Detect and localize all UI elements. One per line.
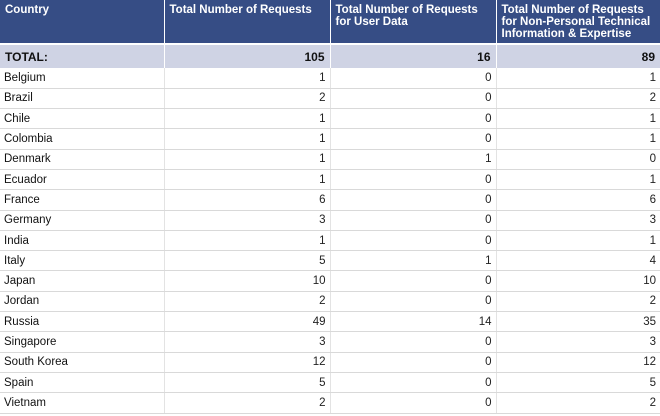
table-row: Ecuador 1 0 1 (0, 169, 660, 191)
user-data-requests-cell: 0 (330, 392, 497, 414)
technical-requests-cell: 3 (496, 331, 660, 353)
technical-requests-cell: 4 (496, 250, 660, 272)
technical-requests-cell: 1 (496, 108, 660, 130)
total-label: TOTAL: (0, 43, 165, 68)
table-row: Vietnam 2 0 2 (0, 392, 660, 414)
technical-requests-cell: 2 (496, 88, 660, 110)
table-row: Denmark 1 1 0 (0, 149, 660, 170)
total-requests-value: 105 (164, 43, 331, 68)
header-country: Country (0, 0, 165, 44)
user-data-requests-cell: 0 (330, 372, 497, 394)
total-requests-cell: 49 (164, 311, 331, 333)
total-requests-cell: 1 (164, 230, 331, 252)
user-data-requests-cell: 0 (330, 352, 497, 373)
technical-requests-cell: 1 (496, 169, 660, 191)
header-total-requests: Total Number of Requests (164, 0, 331, 44)
user-data-requests-cell: 1 (330, 250, 497, 272)
total-requests-cell: 2 (164, 291, 331, 313)
table-row: France 6 0 6 (0, 189, 660, 211)
table-row: Belgium 1 0 1 (0, 68, 660, 89)
total-requests-cell: 1 (164, 128, 331, 150)
total-requests-cell: 1 (164, 149, 331, 170)
total-row: TOTAL: 105 16 89 (0, 43, 660, 68)
total-technical-value: 89 (496, 43, 660, 68)
country-cell: France (0, 189, 165, 211)
technical-requests-cell: 12 (496, 352, 660, 373)
technical-requests-cell: 3 (496, 210, 660, 231)
technical-requests-cell: 2 (496, 291, 660, 313)
header-user-data-requests: Total Number of Requests for User Data (330, 0, 497, 44)
total-requests-cell: 1 (164, 108, 331, 130)
country-cell: Spain (0, 372, 165, 394)
country-cell: Vietnam (0, 392, 165, 414)
country-cell: Denmark (0, 149, 165, 170)
technical-requests-cell: 6 (496, 189, 660, 211)
total-requests-cell: 3 (164, 210, 331, 231)
header-technical-requests: Total Number of Requests for Non-Persona… (496, 0, 660, 44)
country-cell: Italy (0, 250, 165, 272)
user-data-requests-cell: 0 (330, 230, 497, 252)
country-cell: Germany (0, 210, 165, 231)
table-row: Japan 10 0 10 (0, 270, 660, 292)
table-header: Country Total Number of Requests Total N… (0, 0, 660, 44)
country-cell: Belgium (0, 68, 165, 89)
user-data-requests-cell: 0 (330, 331, 497, 353)
header-row: Country Total Number of Requests Total N… (0, 0, 660, 44)
user-data-requests-cell: 0 (330, 108, 497, 130)
total-user-data-value: 16 (330, 43, 497, 68)
user-data-requests-cell: 1 (330, 149, 497, 170)
user-data-requests-cell: 0 (330, 169, 497, 191)
country-cell: Chile (0, 108, 165, 130)
total-requests-cell: 5 (164, 372, 331, 394)
total-requests-cell: 1 (164, 169, 331, 191)
technical-requests-cell: 1 (496, 68, 660, 89)
table-row: Singapore 3 0 3 (0, 331, 660, 353)
table-row: Russia 49 14 35 (0, 311, 660, 333)
country-cell: South Korea (0, 352, 165, 373)
total-requests-cell: 1 (164, 68, 331, 89)
country-cell: Japan (0, 270, 165, 292)
table-row: Jordan 2 0 2 (0, 291, 660, 313)
total-requests-cell: 10 (164, 270, 331, 292)
user-data-requests-cell: 14 (330, 311, 497, 333)
total-requests-cell: 3 (164, 331, 331, 353)
technical-requests-cell: 1 (496, 230, 660, 252)
country-cell: Ecuador (0, 169, 165, 191)
technical-requests-cell: 5 (496, 372, 660, 394)
table-row: Spain 5 0 5 (0, 372, 660, 394)
country-cell: Russia (0, 311, 165, 333)
table-row: Italy 5 1 4 (0, 250, 660, 272)
table-row: Chile 1 0 1 (0, 108, 660, 130)
country-cell: India (0, 230, 165, 252)
country-cell: Brazil (0, 88, 165, 110)
user-data-requests-cell: 0 (330, 291, 497, 313)
technical-requests-cell: 1 (496, 128, 660, 150)
table-row: Colombia 1 0 1 (0, 128, 660, 150)
table-row: Germany 3 0 3 (0, 210, 660, 231)
country-cell: Colombia (0, 128, 165, 150)
table-row: Brazil 2 0 2 (0, 88, 660, 110)
country-cell: Singapore (0, 331, 165, 353)
total-requests-cell: 2 (164, 392, 331, 414)
technical-requests-cell: 2 (496, 392, 660, 414)
technical-requests-cell: 35 (496, 311, 660, 333)
user-data-requests-cell: 0 (330, 270, 497, 292)
user-data-requests-cell: 0 (330, 210, 497, 231)
table-body: Belgium 1 0 1 Brazil 2 0 2 Chile 1 0 1 Colombia 1 0 1 De… (0, 68, 660, 414)
user-data-requests-cell: 0 (330, 128, 497, 150)
user-data-requests-cell: 0 (330, 189, 497, 211)
table-row: South Korea 12 0 12 (0, 352, 660, 373)
total-requests-cell: 2 (164, 88, 331, 110)
table-row: India 1 0 1 (0, 230, 660, 252)
technical-requests-cell: 10 (496, 270, 660, 292)
technical-requests-cell: 0 (496, 149, 660, 170)
user-data-requests-cell: 0 (330, 88, 497, 110)
user-data-requests-cell: 0 (330, 68, 497, 89)
total-requests-cell: 5 (164, 250, 331, 272)
total-requests-cell: 12 (164, 352, 331, 373)
country-cell: Jordan (0, 291, 165, 313)
total-requests-cell: 6 (164, 189, 331, 211)
